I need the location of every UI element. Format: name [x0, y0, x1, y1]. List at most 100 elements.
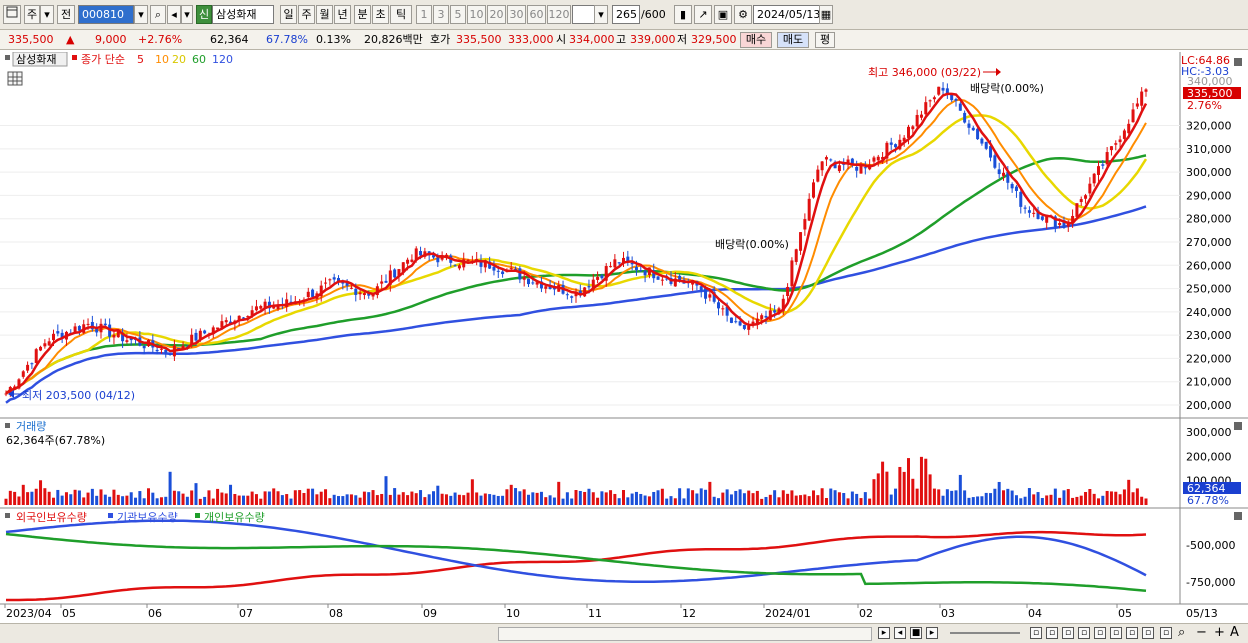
volume-bar [1088, 489, 1092, 505]
data-count-total: /600 [641, 8, 666, 21]
speaker-dropdown-icon[interactable]: ▾ [181, 5, 193, 24]
interval-1[interactable]: 1 [416, 5, 432, 24]
volume-bar [419, 490, 423, 505]
scroll-right-icon[interactable]: ▸ [878, 627, 890, 639]
price-close-icon[interactable] [1234, 58, 1242, 66]
volume-close-icon[interactable] [1234, 422, 1242, 430]
volume-bar [324, 489, 328, 505]
candle-body [760, 315, 764, 319]
candle-body [941, 87, 945, 91]
volume-bar [1058, 497, 1062, 505]
tool-1-icon[interactable]: ▫ [1030, 627, 1042, 639]
price-y-tick: 220,000 [1186, 352, 1232, 365]
candle-body [43, 343, 47, 347]
zoom-out-icon[interactable]: − [1196, 625, 1207, 640]
period-weekly[interactable]: 주 [298, 5, 315, 24]
sell-button[interactable]: 매도 [777, 32, 809, 48]
volume-bar [729, 494, 733, 505]
scroll-first-icon[interactable]: ◂ [894, 627, 906, 639]
horizontal-scrollbar[interactable] [498, 627, 872, 641]
high-label: 고 [616, 33, 627, 46]
code-dropdown-icon[interactable]: ▾ [134, 5, 148, 24]
interval-3[interactable]: 3 [433, 5, 449, 24]
search-icon[interactable]: ⌕ [150, 5, 166, 24]
x-axis-current-date: 05/13 [1186, 607, 1218, 620]
volume: 62,364 [210, 33, 249, 46]
volume-bar [565, 492, 569, 505]
volume-bar [116, 494, 120, 505]
interval-30[interactable]: 30 [507, 5, 526, 24]
candle-body [609, 266, 613, 268]
candle-icon[interactable]: ▮ [674, 5, 692, 24]
candle-body [1140, 91, 1144, 106]
tool-3-icon[interactable]: ▫ [1062, 627, 1074, 639]
interval-60[interactable]: 60 [527, 5, 546, 24]
stock-name-field[interactable]: 삼성화재 [212, 5, 274, 24]
period-yearly[interactable]: 년 [334, 5, 351, 24]
volume-bar [1109, 491, 1113, 505]
interval-20[interactable]: 20 [487, 5, 506, 24]
candle-body [699, 286, 703, 291]
candle-body [375, 286, 379, 296]
interval-10[interactable]: 10 [467, 5, 486, 24]
low-arrow-icon [8, 390, 14, 398]
period-second[interactable]: 초 [372, 5, 389, 24]
table-view-icon[interactable] [7, 71, 23, 86]
mode-select-1[interactable]: 주 [24, 5, 40, 24]
volume-bar [790, 490, 794, 505]
volume-bar [768, 494, 772, 505]
tool-9-icon[interactable]: ▫ [1160, 627, 1172, 639]
stock-chart[interactable]: 320,000 310,000 300,000 290,000 280,000 270,0… [0, 52, 1248, 624]
dropdown-arrow-icon[interactable]: ▾ [40, 5, 54, 24]
interval-120[interactable]: 120 [547, 5, 571, 24]
candle-body [77, 326, 81, 331]
data-count-input[interactable]: 265 [612, 5, 640, 24]
change-rate: +2.76% [138, 33, 183, 46]
volume-bar [99, 489, 103, 505]
volume-bar [181, 493, 185, 505]
zoom-in-icon[interactable]: + [1214, 625, 1225, 640]
period-daily[interactable]: 일 [280, 5, 297, 24]
period-tick[interactable]: 틱 [390, 5, 412, 24]
avg-button[interactable]: 평 [815, 32, 835, 48]
candle-body [639, 270, 643, 272]
ma-legend-20: 20 [172, 53, 186, 66]
volume-y-tick: 200,000 [1186, 450, 1232, 463]
date-input[interactable]: 2024/05/13 [753, 5, 833, 24]
period-minute[interactable]: 분 [354, 5, 371, 24]
zoom-icon[interactable]: ⌕ [1178, 625, 1186, 640]
mode-select-2[interactable]: 전 [57, 5, 75, 24]
tool-5-icon[interactable]: ▫ [1094, 627, 1106, 639]
period-monthly[interactable]: 월 [316, 5, 333, 24]
volume-bar [125, 495, 129, 505]
tool-2-icon[interactable]: ▫ [1046, 627, 1058, 639]
candle-body [311, 289, 315, 297]
stock-tag-box[interactable] [12, 52, 68, 67]
trend-icon[interactable]: ↗ [694, 5, 712, 24]
scroll-last-icon[interactable]: ▸ [926, 627, 938, 639]
tool-4-icon[interactable]: ▫ [1078, 627, 1090, 639]
candle-body [591, 279, 595, 290]
chart-window-icon[interactable] [3, 5, 21, 24]
save-icon[interactable]: ▣ [714, 5, 732, 24]
candle-body [794, 249, 798, 262]
interval-5[interactable]: 5 [450, 5, 466, 24]
speaker-icon[interactable]: ◂ [167, 5, 181, 24]
candle-body [116, 330, 120, 338]
volume-bar [242, 495, 245, 505]
holdings-close-icon[interactable] [1234, 512, 1242, 520]
tool-8-icon[interactable]: ▫ [1142, 627, 1154, 639]
buy-button[interactable]: 매수 [740, 32, 772, 48]
stock-code-input[interactable]: 000810 [78, 5, 134, 24]
tool-6-icon[interactable]: ▫ [1110, 627, 1122, 639]
zoom-slider[interactable] [950, 632, 1020, 634]
calendar-icon[interactable]: ▦ [819, 5, 833, 24]
candle-body [647, 267, 651, 275]
volume-bar [1127, 479, 1131, 505]
font-size-icon[interactable]: A [1230, 625, 1239, 640]
stop-icon[interactable]: ■ [910, 627, 922, 639]
candle-body [250, 310, 254, 316]
tool-7-icon[interactable]: ▫ [1126, 627, 1138, 639]
custom-interval-dropdown-icon[interactable]: ▾ [594, 5, 608, 24]
gear-icon[interactable]: ⚙ [734, 5, 752, 24]
